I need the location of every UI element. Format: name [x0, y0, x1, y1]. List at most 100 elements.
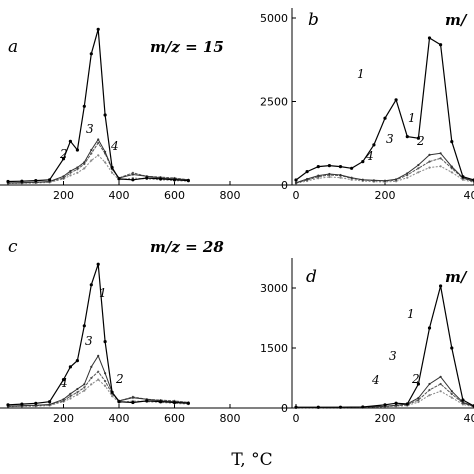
series-label-3: 3	[386, 132, 394, 146]
series-line-1	[7, 264, 189, 406]
data-point	[34, 401, 38, 405]
data-point	[338, 165, 343, 169]
data-point	[439, 43, 443, 47]
data-point	[48, 400, 52, 404]
data-point	[76, 387, 79, 391]
data-point	[145, 176, 149, 180]
data-point	[62, 175, 65, 178]
data-point	[439, 284, 443, 288]
y-tick-label: 1500	[260, 342, 288, 355]
data-point	[394, 401, 398, 405]
series-label-2: 2	[411, 372, 420, 386]
data-point	[416, 136, 420, 140]
data-point	[417, 398, 420, 402]
data-point	[69, 171, 72, 174]
data-point	[83, 161, 86, 164]
data-point	[417, 171, 420, 174]
y-tick-label: 0	[281, 179, 288, 192]
data-point	[406, 176, 409, 179]
series-label-2: 2	[115, 372, 124, 386]
data-point	[294, 178, 298, 182]
data-point	[428, 394, 431, 397]
data-point	[450, 396, 453, 399]
data-point	[317, 174, 320, 177]
data-point	[89, 52, 93, 56]
data-point	[450, 346, 454, 350]
data-point	[83, 386, 86, 389]
data-point	[61, 378, 66, 382]
data-point	[406, 172, 409, 175]
x-tick-label: 400	[109, 189, 130, 202]
series-label-4: 4	[59, 376, 68, 390]
data-point	[416, 382, 420, 386]
series-line-3	[296, 376, 474, 408]
data-point	[110, 165, 114, 170]
y-tick-label: 0	[281, 402, 288, 415]
data-point	[89, 283, 93, 287]
data-point	[428, 166, 431, 169]
data-point	[328, 172, 331, 176]
data-point	[131, 178, 135, 182]
series-line-3	[7, 138, 189, 184]
data-point	[172, 400, 177, 405]
data-point	[75, 359, 79, 363]
series-label-4: 4	[371, 373, 380, 387]
data-point	[461, 398, 465, 402]
data-point	[405, 402, 409, 406]
data-point	[428, 388, 431, 392]
data-point	[69, 174, 72, 177]
panel-d: 02004000150030001234dm/	[0, 258, 474, 425]
series-label-2: 2	[59, 147, 68, 161]
series-line-4	[295, 165, 474, 184]
data-point	[76, 391, 79, 394]
panel-label: d	[306, 267, 317, 287]
data-point	[76, 168, 79, 171]
y-tick-label: 2500	[260, 96, 288, 109]
data-point	[439, 375, 442, 378]
data-point	[61, 157, 66, 161]
data-point	[350, 166, 354, 170]
series-label-4: 4	[365, 149, 374, 163]
data-point	[76, 393, 79, 396]
data-point	[6, 179, 10, 184]
data-point	[383, 179, 387, 182]
data-point	[394, 98, 398, 102]
data-point	[69, 397, 72, 400]
data-point	[317, 177, 320, 180]
data-point	[83, 383, 86, 386]
data-point	[97, 154, 100, 157]
series-label-1: 1	[408, 111, 416, 125]
data-point	[131, 396, 134, 399]
x-tick-label: 0	[293, 189, 300, 202]
data-point	[372, 179, 375, 182]
data-point	[350, 176, 353, 179]
x-tick-label: 800	[220, 412, 241, 425]
series-label-2: 2	[416, 134, 425, 148]
data-point	[327, 164, 331, 168]
data-point	[361, 405, 365, 409]
data-point	[97, 370, 100, 373]
data-point	[83, 167, 86, 170]
data-point	[75, 148, 79, 152]
mz-label: m/z = 15	[150, 38, 224, 56]
data-point	[82, 104, 86, 108]
data-point	[68, 139, 72, 143]
data-point	[461, 401, 464, 404]
y-tick-label: 3000	[260, 282, 288, 295]
data-point	[428, 153, 431, 156]
x-tick-label: 600	[164, 189, 185, 202]
series-label-1: 1	[99, 286, 107, 300]
data-point	[90, 383, 93, 386]
data-point	[20, 402, 24, 406]
data-point	[96, 262, 100, 266]
data-point	[405, 135, 409, 139]
x-tick-label: 0	[293, 412, 300, 425]
data-point	[383, 116, 387, 120]
data-point	[316, 405, 320, 409]
series-line-3	[295, 152, 474, 184]
series-line-3	[7, 354, 189, 407]
panel-a: 200 400 600 800 1 2 3 4 a m/z = 15	[0, 27, 365, 202]
data-point	[339, 173, 342, 177]
data-point	[145, 399, 149, 403]
